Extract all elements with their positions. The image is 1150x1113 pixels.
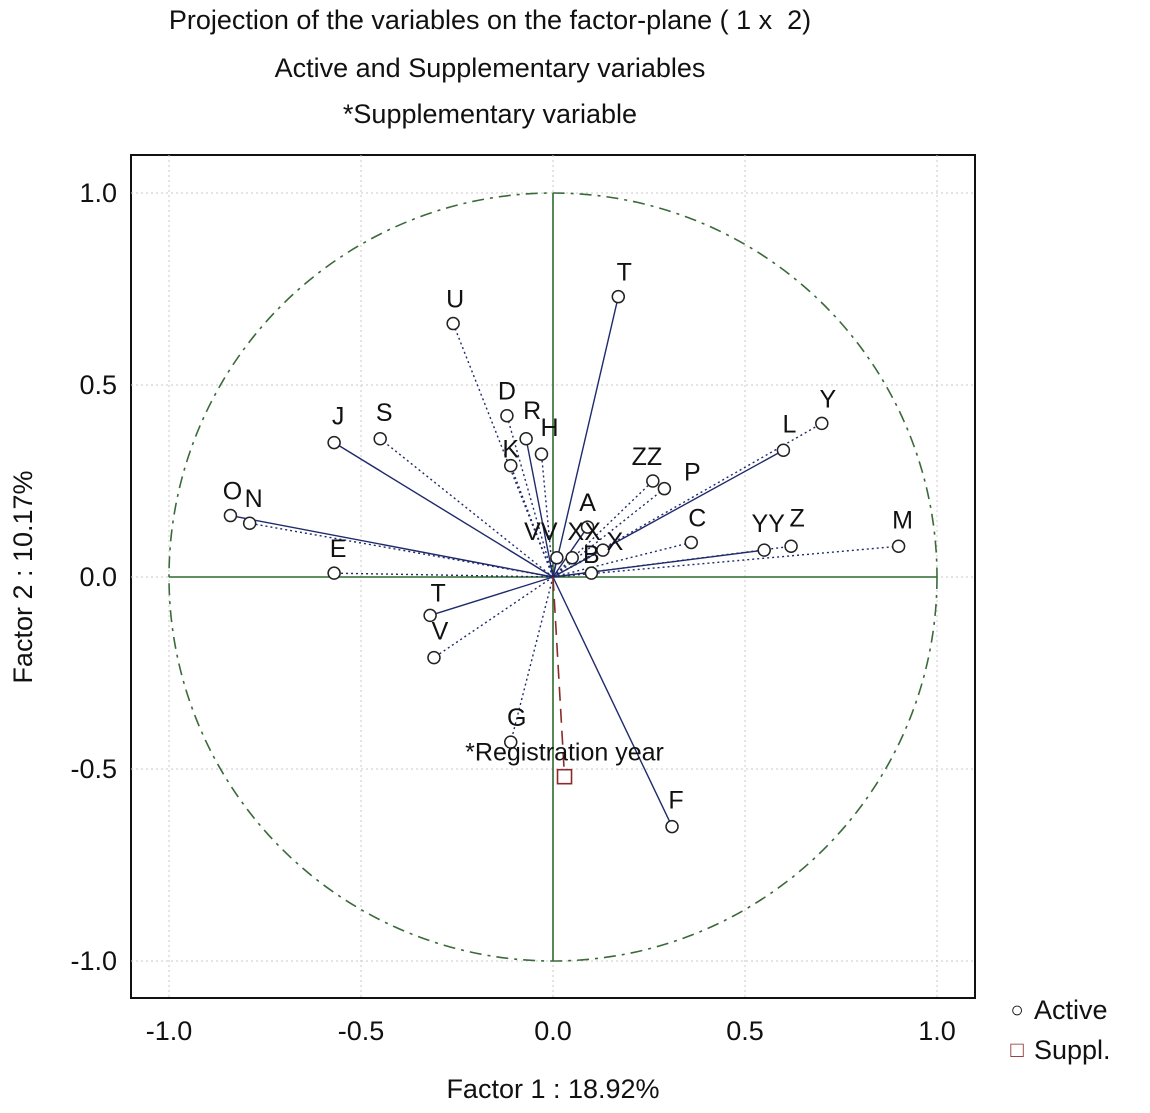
point-label: F (668, 787, 683, 815)
vector-line (552, 488, 665, 578)
vector-line (429, 576, 554, 617)
active-point (504, 458, 518, 473)
active-point (550, 551, 564, 565)
point-label: U (446, 286, 464, 314)
chart-subtitle: Active and Supplementary variables (274, 53, 706, 83)
point-label: E (330, 535, 347, 563)
active-point (784, 539, 798, 554)
active-point (596, 543, 610, 557)
active-point (580, 520, 595, 534)
square-marker-icon: □ (1010, 1037, 1024, 1062)
vector-line (333, 442, 554, 578)
vector-line (552, 576, 673, 827)
active-point (776, 443, 791, 458)
y-axis-label: Factor 2 : 10.17% (8, 470, 38, 683)
vector-line (510, 576, 554, 743)
point-label: Z (789, 504, 804, 532)
legend-label-active: Active (1034, 995, 1108, 1025)
active-point (519, 432, 533, 446)
point-label: S (376, 399, 393, 427)
vector-line (525, 438, 554, 578)
chart-note: *Supplementary variable (342, 99, 638, 129)
legend-label-suppl: Suppl. (1034, 1035, 1111, 1065)
vector-line (552, 296, 619, 578)
y-tick-label: -0.5 (70, 754, 117, 784)
supplementary-label: *Registration year (465, 739, 664, 767)
active-point (565, 551, 579, 565)
active-point (223, 508, 238, 523)
vector-line (552, 572, 592, 578)
chart-title: Projection of the variables on the facto… (168, 5, 812, 35)
vector-line (249, 522, 554, 578)
vector-line (230, 514, 554, 578)
point-label: K (502, 436, 519, 464)
point-label: G (507, 704, 526, 732)
active-point (646, 474, 660, 488)
active-point (504, 735, 518, 749)
legend: ○ Active □ Suppl. (1000, 990, 1111, 1070)
y-tick-label: 1.0 (79, 178, 117, 208)
active-point (327, 566, 341, 580)
point-label: T (430, 579, 445, 607)
y-tick-label: 0.5 (79, 370, 117, 400)
active-point (534, 447, 549, 461)
active-point (427, 650, 441, 665)
point-label: YY (752, 510, 786, 538)
unit-circle (168, 192, 938, 962)
point-label: O (223, 478, 242, 506)
vector-line (433, 576, 554, 659)
point-label: X (607, 528, 624, 556)
vector-line (379, 438, 554, 578)
active-point (242, 516, 257, 530)
point-label: L (782, 410, 796, 438)
point-label: XX (568, 518, 602, 546)
point-label: VV (524, 518, 558, 546)
point-label: A (579, 489, 596, 517)
point-label: Y (819, 385, 836, 413)
x-axis-label: Factor 1 : 18.92% (446, 1074, 659, 1104)
supplementary-vector (552, 576, 566, 777)
point-label: N (245, 485, 263, 513)
vector-line (552, 480, 654, 578)
active-point (657, 481, 672, 496)
point-label: H (540, 414, 558, 442)
y-tick-label: 0.0 (79, 562, 117, 592)
vector-line (334, 572, 554, 578)
point-label: J (332, 403, 345, 431)
x-tick-label: 1.0 (918, 1016, 956, 1046)
point-label: C (688, 504, 706, 532)
legend-item-suppl: □ Suppl. (1000, 1030, 1111, 1070)
active-point (327, 435, 341, 450)
x-tick-label: -0.5 (338, 1016, 385, 1046)
point-label: T (617, 259, 632, 287)
vector-line (552, 449, 784, 578)
vector-line (552, 541, 692, 578)
point-label: M (892, 506, 913, 534)
active-point (423, 608, 437, 623)
point-label: P (684, 459, 701, 487)
point-label: R (523, 397, 541, 425)
x-tick-label: 0.0 (534, 1016, 572, 1046)
active-point (891, 539, 906, 554)
active-point (446, 316, 460, 331)
active-point (584, 566, 599, 580)
x-tick-label: 0.5 (726, 1016, 764, 1046)
active-point (500, 408, 514, 423)
active-point (611, 289, 626, 304)
point-label: ZZ (632, 443, 663, 471)
active-point (373, 432, 387, 446)
point-label: V (432, 618, 449, 646)
y-tick-label: -1.0 (70, 946, 117, 976)
point-label: D (498, 378, 516, 406)
x-tick-label: -1.0 (146, 1016, 193, 1046)
supplementary-point (556, 768, 573, 785)
point-label: B (583, 541, 600, 569)
active-point (684, 535, 698, 550)
active-point (757, 543, 771, 557)
active-point (665, 819, 679, 834)
active-point (815, 416, 829, 431)
circle-marker-icon: ○ (1010, 997, 1024, 1022)
legend-item-active: ○ Active (1000, 990, 1111, 1030)
